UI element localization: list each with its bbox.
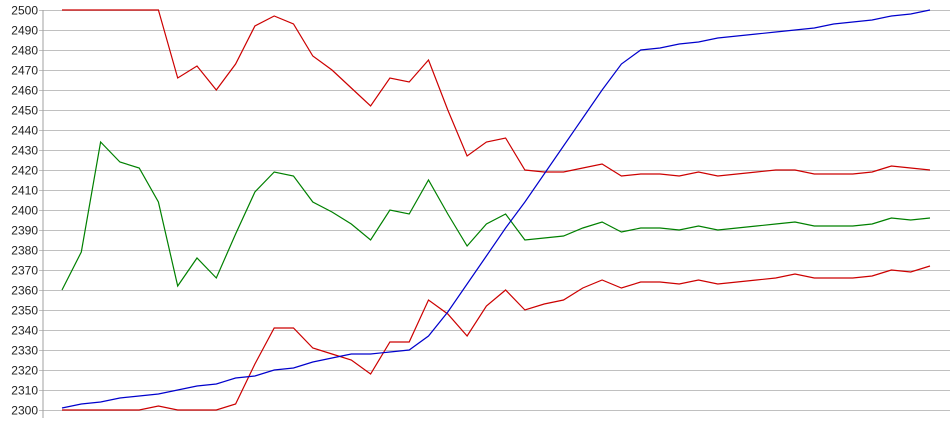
- y-tick-label: 2300: [11, 404, 38, 418]
- y-tick-label: 2460: [11, 84, 38, 98]
- series-line-1: [62, 9, 931, 177]
- y-tick-label: 2310: [11, 384, 38, 398]
- y-tick-label: 2320: [11, 364, 38, 378]
- y-tick-label: 2440: [11, 124, 38, 138]
- y-tick-label: 2360: [11, 284, 38, 298]
- y-tick-label: 2490: [11, 24, 38, 38]
- y-tick-label: 2400: [11, 204, 38, 218]
- series-line-3: [62, 265, 931, 411]
- y-tick-label: 2470: [11, 64, 38, 78]
- y-tick-label: 2380: [11, 244, 38, 258]
- y-tick-label: 2410: [11, 184, 38, 198]
- series-lines: [61, 9, 931, 411]
- y-tick-label: 2450: [11, 104, 38, 118]
- y-tick-label: 2330: [11, 344, 38, 358]
- series-line-4: [61, 9, 931, 409]
- y-tick-label: 2370: [11, 264, 38, 278]
- y-tick-label: 2480: [11, 44, 38, 58]
- y-tick-label: 2390: [11, 224, 38, 238]
- y-tick-label: 2340: [11, 324, 38, 338]
- y-tick-label: 2350: [11, 304, 38, 318]
- y-tick-label: 2500: [11, 4, 38, 18]
- series-line-2: [61, 140, 931, 291]
- y-tick-label: 2430: [11, 144, 38, 158]
- y-tick-label: 2420: [11, 164, 38, 178]
- y-axis-ticks: 2300 2310 2320 2330 2340 2350 2360 2370 2380 2390…: [11, 4, 38, 418]
